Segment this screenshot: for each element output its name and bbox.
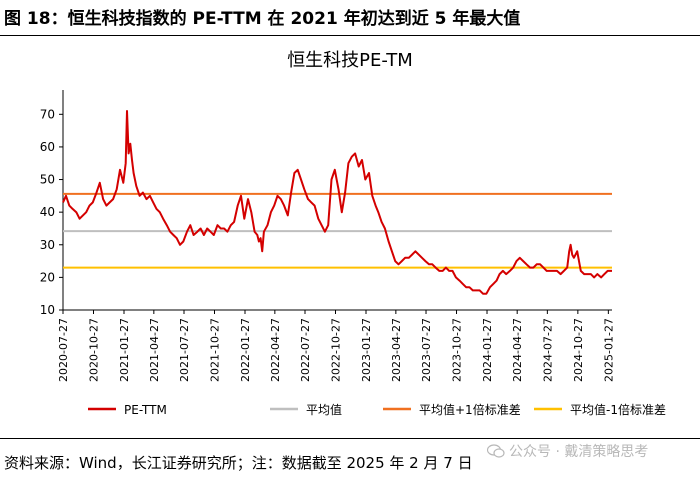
x-tick-label: 2024-04-27 [511, 318, 524, 382]
x-tick-label: 2021-07-27 [178, 318, 191, 382]
y-tick-label: 40 [40, 205, 55, 219]
x-tick-label: 2022-01-27 [239, 318, 252, 382]
x-tick-label: 2020-10-27 [88, 318, 101, 382]
x-tick-label: 2024-07-27 [541, 318, 554, 382]
y-tick-label: 20 [40, 270, 55, 284]
top-rule [0, 35, 700, 36]
x-tick-label: 2021-10-27 [209, 318, 222, 382]
x-tick-label: 2020-07-27 [57, 318, 70, 382]
x-tick-label: 2024-10-27 [572, 318, 585, 382]
watermark: 公众号 · 戴清策略思考 [487, 441, 648, 461]
wechat-icon [487, 444, 505, 458]
x-tick-label: 2022-04-27 [269, 318, 282, 382]
x-tick-label: 2022-07-27 [299, 318, 312, 382]
x-tick-label: 2025-01-27 [602, 318, 615, 382]
x-tick-label: 2021-01-27 [118, 318, 131, 382]
legend-mean-label: 平均值 [306, 402, 342, 417]
bottom-rule [0, 438, 700, 439]
x-tick-label: 2022-10-27 [330, 318, 343, 382]
x-tick-label: 2023-04-27 [390, 318, 403, 382]
x-tick-label: 2023-01-27 [360, 318, 373, 382]
legend-mean-minus-1sd-label: 平均值-1倍标准差 [570, 402, 666, 417]
y-tick-label: 60 [40, 140, 55, 154]
x-tick-label: 2021-04-27 [148, 318, 161, 382]
source-note: 资料来源：Wind，长江证券研究所；注：数据截至 2025 年 2 月 7 日 [4, 454, 473, 472]
y-tick-label: 50 [40, 173, 55, 187]
y-tick-label: 10 [40, 303, 55, 317]
x-tick-label: 2023-10-27 [451, 318, 464, 382]
legend-pe-ttm-label: PE-TTM [124, 403, 167, 417]
chart-title: 恒生科技PE-TM [287, 50, 413, 71]
y-tick-label: 30 [40, 238, 55, 252]
x-tick-label: 2024-01-27 [481, 318, 494, 382]
pe-ttm-chart: 恒生科技PE-TM 10 20 30 40 50 60 70 2020-07-27 2020-10… [40, 50, 666, 417]
figure-title: 图 18：恒生科技指数的 PE-TTM 在 2021 年初达到近 5 年最大值 [4, 9, 521, 29]
pe-ttm-line [62, 110, 612, 295]
y-tick-label: 70 [40, 107, 55, 121]
x-tick-label: 2023-07-27 [420, 318, 433, 382]
legend-mean-plus-1sd-label: 平均值+1倍标准差 [419, 402, 521, 417]
watermark-text: 公众号 · 戴清策略思考 [509, 444, 649, 460]
